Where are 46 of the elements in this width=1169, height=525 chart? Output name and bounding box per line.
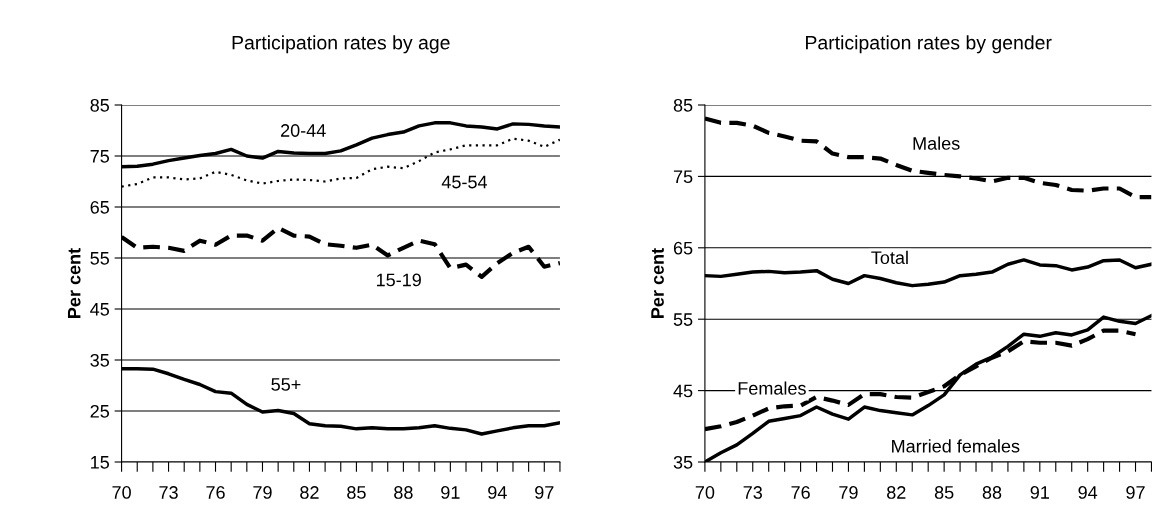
y-tick-label: 85: [90, 98, 110, 112]
y-tick-label: 45: [90, 303, 110, 316]
y-tick-label: 75: [90, 150, 110, 163]
x-tick-label: 79: [253, 486, 272, 499]
x-tick-label: 79: [839, 486, 858, 499]
y-axis-title: Per cent: [651, 248, 664, 318]
y-tick-label: 15: [91, 456, 110, 469]
series-label: Males: [913, 136, 960, 150]
y-tick-label: 35: [673, 455, 693, 469]
x-tick-label: 76: [206, 486, 225, 499]
x-tick-label: 85: [934, 486, 954, 499]
series-label: 20-44: [281, 124, 326, 137]
series-label: Females: [738, 381, 806, 395]
x-tick-label: 94: [488, 486, 507, 499]
y-tick-label: 45: [673, 384, 693, 398]
y-tick-label: 25: [90, 404, 110, 418]
y-tick-label: 35: [90, 353, 110, 367]
x-tick-label: 76: [791, 486, 810, 499]
x-tick-label: 73: [159, 486, 178, 499]
series-label: 55+: [271, 378, 301, 391]
x-tick-label: 85: [347, 486, 366, 499]
y-tick-label: 65: [90, 200, 110, 214]
chart-title: Participation rates by age: [232, 35, 450, 54]
x-tick-label: 88: [982, 486, 1002, 499]
x-tick-label: 94: [1078, 486, 1098, 499]
x-tick-label: 88: [394, 486, 413, 499]
y-tick-label: 65: [673, 241, 693, 255]
y-tick-label: 55: [673, 313, 693, 326]
x-tick-label: 97: [1126, 486, 1145, 499]
x-tick-label: 73: [743, 486, 762, 499]
x-tick-label: 70: [695, 486, 715, 499]
y-tick-label: 85: [673, 98, 693, 112]
x-tick-label: 82: [300, 486, 319, 499]
series-label: Total: [871, 250, 908, 265]
chart-title: Participation rates by gender: [806, 35, 1052, 54]
y-axis-title: Per cent: [67, 248, 81, 318]
x-tick-label: 91: [441, 486, 460, 499]
series-label: 15-19: [376, 273, 421, 287]
y-tick-label: 75: [673, 170, 693, 184]
x-tick-label: 82: [887, 486, 906, 499]
series-label: Married females: [892, 439, 1020, 453]
y-tick-label: 55: [90, 252, 110, 265]
x-tick-label: 97: [535, 486, 554, 499]
x-tick-label: 91: [1030, 486, 1049, 499]
x-tick-label: 70: [112, 486, 131, 499]
series-label: 45-54: [441, 175, 488, 189]
